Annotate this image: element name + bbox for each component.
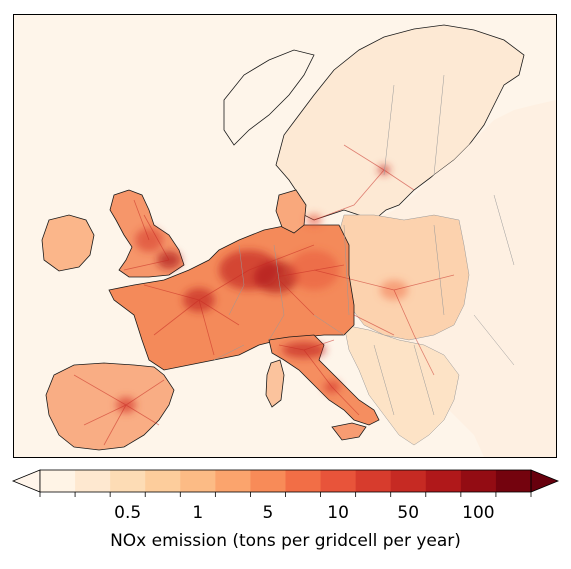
land-emission-layer: [41, 24, 556, 457]
colorbar: 0.5 1 5 10 50 100: [11, 469, 560, 523]
scandinavia-land: [275, 24, 525, 221]
colorbar-tick-label: 50: [397, 503, 419, 523]
denmark-land: [275, 189, 307, 234]
sicily-land: [331, 422, 367, 441]
colorbar-label: NOx emission (tons per gridcell per year…: [110, 531, 461, 551]
colorbar-tick-label: 100: [462, 503, 494, 523]
emission-map: [13, 14, 557, 458]
colorbar-bin: [180, 470, 216, 492]
balkans-land: [343, 324, 460, 446]
country-borders: [213, 74, 515, 416]
colorbar-extend-under: [11, 469, 41, 493]
north-coast-land: [223, 49, 315, 146]
colorbar-tick-label: 5: [263, 503, 274, 523]
colorbar-bin: [355, 470, 392, 492]
colorbar-tick-label: 1: [192, 503, 203, 523]
colorbar-bin: [145, 470, 181, 492]
europe-emission-map: [41, 24, 556, 457]
colorbar-bin: [110, 470, 146, 492]
colorbar-bin: [40, 470, 76, 492]
colorbar-bin: [215, 470, 251, 492]
colorbar-tick-label: 0.5: [114, 503, 141, 523]
colorbar-bin: [425, 470, 462, 492]
sardinia-land: [265, 359, 285, 408]
iberia-land: [45, 362, 175, 451]
colorbar-tick-label: 10: [327, 503, 349, 523]
colorbar-bin: [285, 470, 322, 492]
colorbar-bin: [250, 470, 286, 492]
colorbar-bin: [320, 470, 357, 492]
colorbar-bin: [460, 470, 497, 492]
road-network: [73, 144, 455, 446]
ireland-land: [41, 214, 95, 272]
colorbar-ticks: 0.5 1 5 10 50 100: [39, 492, 532, 523]
colorbar-bin: [390, 470, 427, 492]
colorbar-bin: [495, 470, 532, 492]
colorbar-extend-over: [530, 469, 560, 493]
colorbar-body: [11, 469, 560, 493]
colorbar-bin: [75, 470, 111, 492]
